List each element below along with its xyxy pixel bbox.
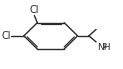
Text: Cl: Cl bbox=[1, 31, 11, 41]
Text: NH: NH bbox=[98, 43, 111, 52]
Text: 2: 2 bbox=[102, 43, 106, 49]
Text: Cl: Cl bbox=[29, 5, 38, 15]
